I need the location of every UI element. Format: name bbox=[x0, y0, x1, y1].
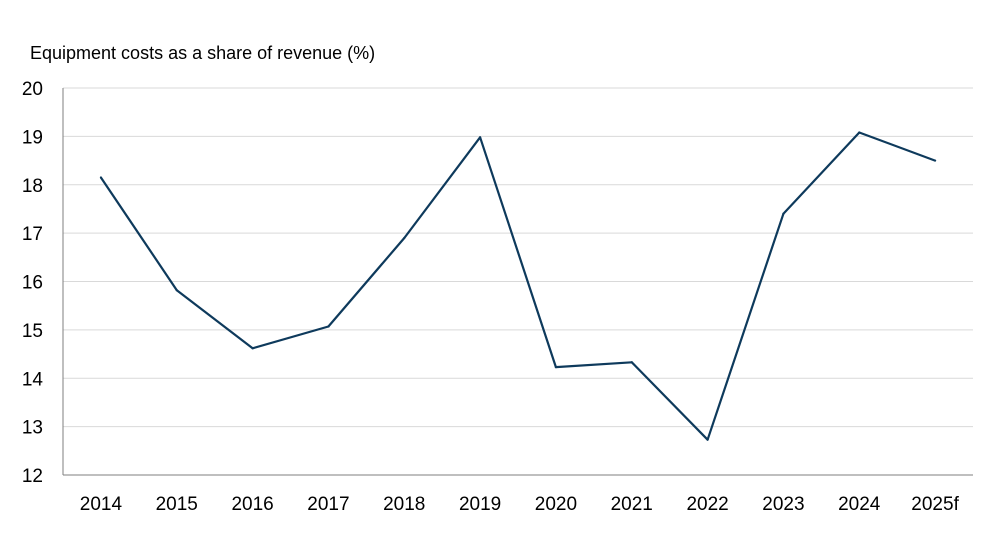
y-tick-label: 12 bbox=[22, 466, 43, 487]
x-tick-label: 2021 bbox=[611, 494, 653, 515]
y-tick-label: 16 bbox=[22, 273, 43, 294]
y-tick-label: 17 bbox=[22, 224, 43, 245]
y-tick-label: 13 bbox=[22, 418, 43, 439]
data-point bbox=[706, 438, 709, 441]
data-point bbox=[251, 347, 254, 350]
y-tick-label: 20 bbox=[22, 79, 43, 100]
series-layer bbox=[99, 131, 937, 441]
data-point bbox=[554, 366, 558, 369]
axes bbox=[62, 88, 973, 476]
gridlines bbox=[63, 87, 973, 428]
data-point bbox=[327, 325, 330, 328]
x-axis-ticks: 2014 2015 2016 2017 2018 2019 2020 2021 2022 2023… bbox=[80, 494, 960, 515]
y-tick-label: 14 bbox=[22, 369, 44, 390]
data-point bbox=[630, 361, 633, 364]
x-tick-label: 2015 bbox=[156, 494, 198, 515]
data-point bbox=[782, 212, 785, 215]
data-point bbox=[478, 136, 482, 139]
x-tick-label: 2020 bbox=[535, 494, 577, 515]
x-tick-label: 2022 bbox=[686, 494, 728, 515]
x-tick-label: 2024 bbox=[838, 494, 881, 515]
x-tick-label: 2019 bbox=[459, 494, 501, 515]
data-point bbox=[99, 176, 103, 179]
y-axis-title: Equipment costs as a share of revenue (%… bbox=[30, 43, 375, 63]
data-point bbox=[175, 289, 178, 292]
x-tick-label: 2014 bbox=[80, 494, 123, 515]
x-tick-label: 2017 bbox=[307, 494, 349, 515]
y-tick-label: 19 bbox=[22, 127, 43, 148]
series-line bbox=[99, 131, 936, 441]
y-axis-ticks: 12 13 14 15 16 17 18 19 20 bbox=[22, 79, 44, 487]
x-tick-label: 2025f bbox=[911, 494, 959, 515]
data-point bbox=[933, 159, 937, 162]
data-point bbox=[858, 131, 861, 134]
data-point bbox=[403, 236, 406, 240]
x-tick-label: 2018 bbox=[383, 494, 425, 515]
y-tick-label: 15 bbox=[22, 321, 43, 342]
x-tick-label: 2023 bbox=[762, 494, 804, 515]
x-tick-label: 2016 bbox=[231, 494, 273, 515]
y-tick-label: 18 bbox=[22, 176, 43, 197]
